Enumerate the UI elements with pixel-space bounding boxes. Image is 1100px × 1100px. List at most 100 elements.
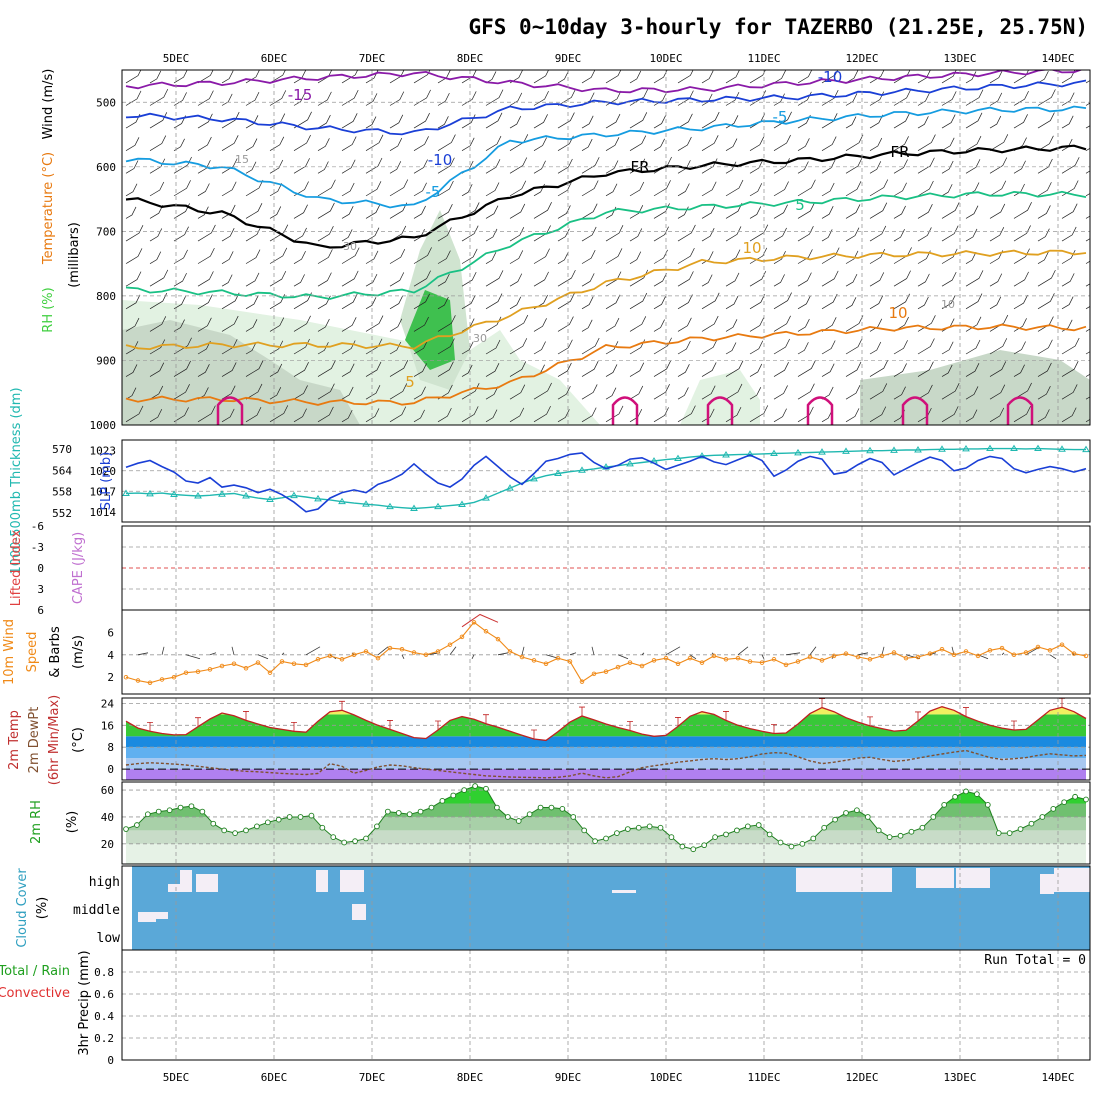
wind-barb <box>821 340 836 355</box>
wind-barb <box>821 206 834 219</box>
wind-barb <box>485 112 503 129</box>
wind-barb <box>1037 316 1054 332</box>
wind-barb <box>317 342 329 355</box>
wind-barb <box>677 340 691 355</box>
wind-barb <box>773 250 786 264</box>
wind-barb <box>941 383 960 400</box>
wind-speed-point <box>339 657 345 662</box>
wind-barb <box>917 273 930 287</box>
thickness-point <box>170 490 178 498</box>
wind-barb <box>509 157 528 174</box>
slp-line <box>125 452 1087 513</box>
wind-barb <box>197 364 210 377</box>
wind-barb <box>725 70 740 84</box>
wind-barb <box>413 70 431 84</box>
wind-speed-point <box>723 657 729 662</box>
wind-barb <box>365 385 381 400</box>
temp-line <box>125 706 1087 742</box>
wind-barb <box>341 206 354 219</box>
wind-barb <box>1061 157 1080 174</box>
wind-barb <box>269 270 287 287</box>
wind-barb <box>929 652 937 656</box>
cloud-clear-gap <box>352 904 366 920</box>
wind-barb <box>965 409 978 423</box>
panel-frame-temp <box>121 697 1091 781</box>
wind-barb <box>581 319 593 332</box>
wind-barb <box>533 202 552 219</box>
temp-band <box>126 736 1086 748</box>
wind-barb <box>1085 260 1090 264</box>
wind-barb <box>1013 160 1026 174</box>
thickness-point <box>290 491 298 499</box>
wind-barb <box>1013 271 1029 287</box>
wind-barb <box>653 203 670 219</box>
wind-barb <box>317 161 329 174</box>
wind-barb <box>797 179 816 197</box>
wind-barb <box>581 138 593 151</box>
temp-band <box>126 769 1086 780</box>
wind-barb <box>1013 318 1027 332</box>
contour-label: 10 <box>742 239 761 257</box>
contour-label: 5 <box>405 373 415 391</box>
wind-barb <box>533 318 547 332</box>
wind-barb <box>965 386 979 400</box>
wind-barb <box>1001 652 1005 656</box>
wind-barb <box>725 226 742 242</box>
wind-speed-point <box>867 657 873 662</box>
wind-barb <box>869 295 884 310</box>
wind-barb <box>125 206 137 219</box>
wind-barb <box>1025 646 1041 656</box>
dewpoint-line <box>125 749 1087 779</box>
minmax-marker <box>867 716 873 726</box>
wind-barb <box>989 384 1006 400</box>
wind-barb <box>173 138 185 151</box>
wind-barb <box>629 251 642 264</box>
wind-barb <box>509 407 525 423</box>
wind-barb <box>557 112 575 129</box>
rh-point <box>275 816 282 823</box>
rh-point <box>624 826 631 832</box>
wind-barb <box>845 408 860 423</box>
minmax-marker <box>1059 697 1065 708</box>
wind-barb <box>341 270 359 287</box>
wind-barb <box>293 385 308 400</box>
wind-barb <box>365 361 382 377</box>
wind-barb <box>485 270 504 287</box>
wind-barb <box>677 405 696 423</box>
wind-speed-point <box>219 663 225 669</box>
panel-frame-rh <box>121 781 1091 865</box>
rh-point <box>243 827 249 834</box>
wind-barb <box>893 270 911 287</box>
wind-barb <box>365 408 380 423</box>
wind-barb <box>605 137 620 151</box>
wind-barb <box>221 228 235 242</box>
wind-barb <box>653 226 669 242</box>
wind-barb <box>893 112 910 129</box>
y-axis-label: Cloud Cover <box>15 868 30 948</box>
wind-barb <box>677 387 689 400</box>
cloud-clear-gap <box>340 870 364 892</box>
wind-barb <box>413 386 426 400</box>
wind-speed-point <box>1035 644 1041 650</box>
wind-barb <box>197 136 212 151</box>
rh-point <box>374 823 380 830</box>
thickness-point <box>218 490 226 497</box>
wind-barb <box>533 90 549 106</box>
x-tick-label-bottom: 7DEC <box>359 1071 386 1084</box>
wind-barb <box>413 112 430 129</box>
wind-speed-point <box>711 653 717 659</box>
wind-barb <box>269 183 283 197</box>
wind-barb <box>605 317 620 332</box>
wind-barb <box>1037 182 1052 197</box>
wind-barb <box>941 406 959 423</box>
rh-point <box>788 843 795 850</box>
wind-barb <box>581 337 600 355</box>
wind-barb <box>725 383 743 400</box>
wind-barb <box>845 181 862 197</box>
wind-barb <box>1013 225 1031 242</box>
wind-speed-point <box>855 654 861 660</box>
wind-barb <box>677 364 690 377</box>
wind-barb <box>221 315 239 332</box>
rh-point <box>515 818 522 824</box>
wind-speed-point <box>735 655 741 661</box>
